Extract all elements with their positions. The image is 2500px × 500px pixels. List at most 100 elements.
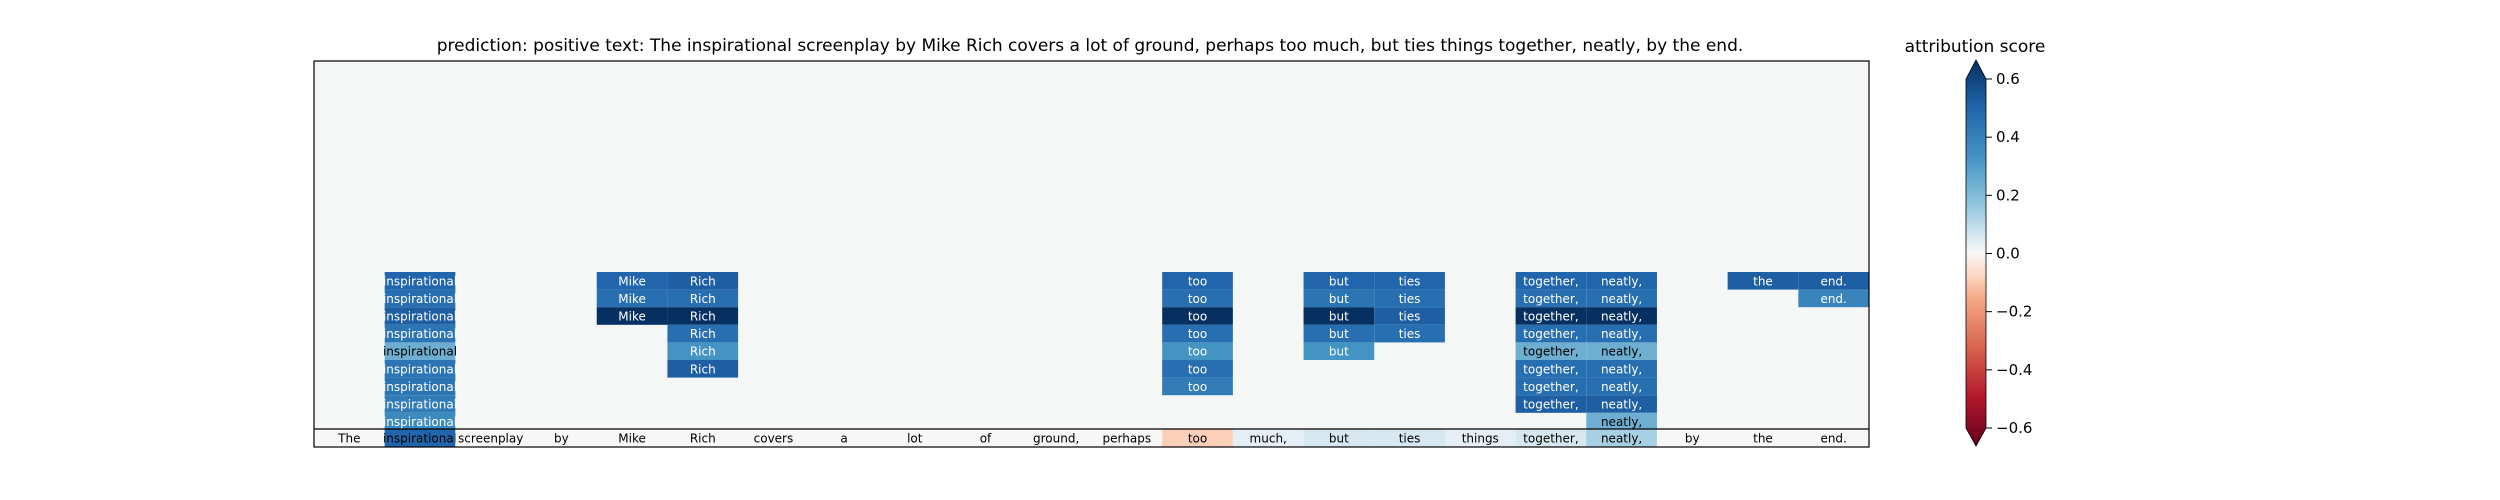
heatmap-cell <box>1586 324 1657 343</box>
heatmap-cell-label: ties <box>1399 310 1421 324</box>
heatmap-cell <box>1374 289 1445 308</box>
heatmap-cell-label: inspirational <box>383 274 457 288</box>
token-score-cell <box>1727 429 1799 447</box>
token-score-cell <box>1303 429 1375 447</box>
token-score-cell <box>1656 429 1728 447</box>
heatmap-cell <box>1162 342 1233 360</box>
heatmap-cell-label: neatly, <box>1601 274 1642 288</box>
token-label: by <box>554 432 569 446</box>
heatmap-cell <box>667 360 739 378</box>
token-label: ties <box>1399 432 1421 446</box>
colorbar-ticks: 0.6 0.4 0.2 0.0 −0.2 −0.4 −0.6 <box>1986 70 2032 437</box>
heatmap-cell-label: end. <box>1820 292 1846 306</box>
colorbar-tick-label: −0.6 <box>1996 419 2032 437</box>
token-label: the <box>1753 432 1773 446</box>
heatmap-cell-label: Rich <box>690 292 716 306</box>
colorbar-tick-label: 0.6 <box>1996 70 2020 88</box>
heatmap-cell <box>667 307 739 325</box>
heatmap-cell-label: inspirational <box>383 362 457 376</box>
heatmap-cell-label: ties <box>1399 327 1421 341</box>
heatmap-cell <box>384 342 456 360</box>
heatmap-cell <box>1515 289 1587 308</box>
heatmap-cell-label: too <box>1188 362 1207 376</box>
colorbar-tick-label: 0.4 <box>1996 128 2020 146</box>
heatmap-cell <box>1586 342 1657 360</box>
heatmap-cell-label: Rich <box>690 345 716 359</box>
token-score-cell <box>596 429 668 447</box>
heatmap-cell <box>1586 272 1657 290</box>
heatmap-cell <box>1586 377 1657 396</box>
heatmap-cell <box>1162 377 1233 396</box>
heatmap-cell-label: too <box>1188 274 1207 288</box>
heatmap-cell-label: inspirational <box>383 327 457 341</box>
heatmap-cell <box>1162 360 1233 378</box>
heatmap-cell <box>1303 324 1375 343</box>
heatmap-cell-label: but <box>1329 327 1349 341</box>
colorbar-label: attribution score <box>1905 37 2046 57</box>
heatmap-cell-label: Mike <box>618 292 646 306</box>
heatmap-cell-label: too <box>1188 310 1207 324</box>
heatmap-cell <box>1586 395 1657 413</box>
token-label: inspirational <box>383 432 457 446</box>
token-label: much, <box>1250 432 1287 446</box>
heatmap-cell-label: neatly, <box>1601 327 1642 341</box>
heatmap-cell <box>1162 307 1233 325</box>
colorbar-tick-label: −0.2 <box>1996 303 2032 321</box>
token-score-cell <box>1232 429 1304 447</box>
heatmap-cell-label: Mike <box>618 274 646 288</box>
heatmap-cell <box>1162 289 1233 308</box>
heatmap-cell-label: but <box>1329 274 1349 288</box>
heatmap-cell-label: inspirational <box>383 380 457 394</box>
heatmap-cell <box>1515 307 1587 325</box>
token-label: together, <box>1523 432 1579 446</box>
heatmap-cell <box>384 395 456 413</box>
heatmap-cell <box>384 307 456 325</box>
heatmap-cell <box>1515 360 1587 378</box>
heatmap-cell-label: but <box>1329 345 1349 359</box>
heatmap-cell-label: too <box>1188 380 1207 394</box>
heatmap-cell-label: together, <box>1523 310 1579 324</box>
heatmap-cell-label: together, <box>1523 380 1579 394</box>
token-label: ground, <box>1033 432 1079 446</box>
heatmap-cell-label: ties <box>1399 292 1421 306</box>
token-score-cell <box>667 429 739 447</box>
heatmap-cell <box>667 272 739 290</box>
token-row: The inspirational screenplay by Mike Rich cove… <box>314 429 1869 447</box>
heatmap-cell <box>1586 289 1657 308</box>
token-label: screenplay <box>458 432 523 446</box>
token-label: perhaps <box>1103 432 1152 446</box>
heatmap-cell <box>1798 272 1869 290</box>
heatmap-cell-label: Rich <box>690 274 716 288</box>
heatmap-cell <box>1303 272 1375 290</box>
token-score-cell <box>455 429 527 447</box>
heatmap-cell <box>667 324 739 343</box>
heatmap-cell <box>1374 307 1445 325</box>
heatmap-cell-label: inspirational <box>383 310 457 324</box>
token-label: but <box>1329 432 1349 446</box>
token-score-cell <box>1798 429 1869 447</box>
heatmap-cell <box>1515 342 1587 360</box>
token-label: of <box>980 432 992 446</box>
heatmap-cell <box>1515 377 1587 396</box>
token-score-cell <box>1091 429 1163 447</box>
heatmap-cell-label: together, <box>1523 398 1579 412</box>
heatmap-cell-label: inspirational <box>383 398 457 412</box>
token-label: The <box>337 432 360 446</box>
token-label: a <box>840 432 847 446</box>
chart-title: prediction: positive text: The inspirati… <box>437 36 1744 56</box>
heatmap-cell-label: neatly, <box>1601 362 1642 376</box>
token-label: things <box>1462 432 1499 446</box>
token-score-cell <box>1586 429 1657 447</box>
colorbar-tick-label: −0.4 <box>1996 361 2032 379</box>
heatmap-cell-label: together, <box>1523 292 1579 306</box>
heatmap-cell-label: together, <box>1523 345 1579 359</box>
token-label: neatly, <box>1601 432 1642 446</box>
token-score-cell <box>1515 429 1587 447</box>
heatmap-cell-label: neatly, <box>1601 345 1642 359</box>
heatmap-cell-label: inspirational <box>383 415 457 429</box>
heatmap-cell <box>1515 324 1587 343</box>
heatmap-cell <box>384 324 456 343</box>
token-score-cell <box>1162 429 1233 447</box>
heatmap-cell <box>1162 272 1233 290</box>
